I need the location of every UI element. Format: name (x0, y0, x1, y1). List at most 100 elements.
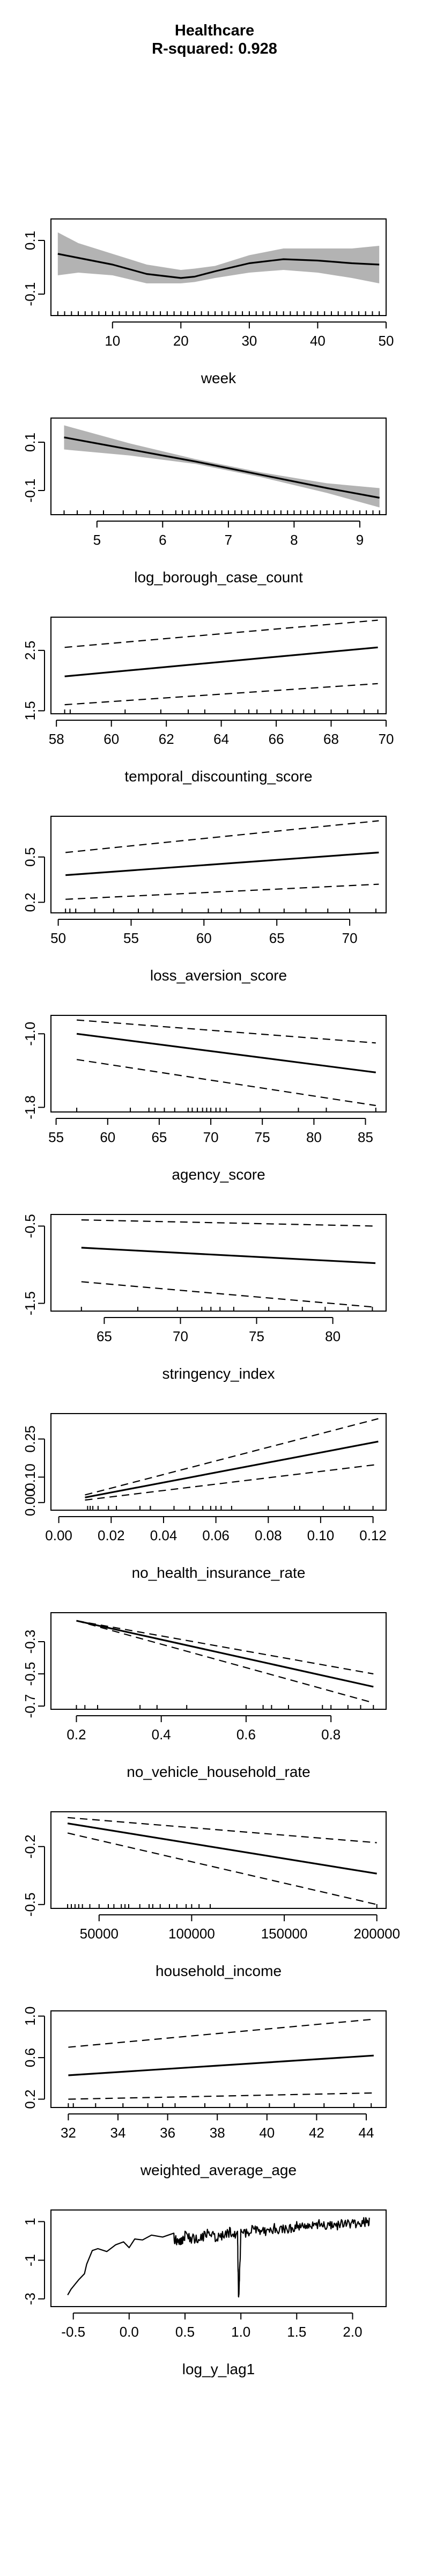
x-tick-label: 30 (241, 333, 257, 349)
y-tick-label: -0.1 (22, 282, 38, 306)
x-tick-label: 64 (213, 731, 229, 747)
x-tick-label: 55 (123, 930, 139, 946)
x-tick-label: 50000 (80, 1926, 119, 1942)
x-axis-title: no_health_insurance_rate (132, 1564, 306, 1581)
x-tick-label: 70 (342, 930, 358, 946)
confidence-lower-line (64, 683, 378, 706)
panel-8: 0.2 0.4 0.6 0.8 -0.7 -0.5 -0.3 no_vehicle_house… (22, 1612, 387, 1780)
x-tick-label: 0.00 (45, 1527, 72, 1543)
x-axis-title: household_income (156, 1963, 282, 1979)
x-tick-label: 200000 (353, 1926, 400, 1942)
x-tick-label: 0.4 (152, 1726, 171, 1743)
confidence-upper-line (64, 619, 378, 648)
plot-frame (50, 1015, 387, 1113)
x-tick-label: 0.10 (307, 1527, 335, 1543)
x-tick-label: 55 (48, 1129, 64, 1145)
x-tick-label: 0.2 (66, 1726, 86, 1743)
x-tick-label: 70 (173, 1328, 188, 1344)
x-tick-label: 0.8 (321, 1726, 341, 1743)
plot-frame (50, 816, 387, 913)
x-tick-label: 40 (310, 333, 326, 349)
x-tick-label: 70 (203, 1129, 219, 1145)
y-tick-label: -1.0 (22, 1022, 38, 1046)
x-tick-label: 0.12 (359, 1527, 387, 1543)
y-tick-label: -1.5 (22, 1291, 38, 1315)
y-tick-label: -1.8 (22, 1095, 38, 1119)
fit-line (76, 1620, 374, 1688)
x-tick-label: 0.0 (120, 2324, 139, 2340)
x-tick-label: 65 (269, 930, 285, 946)
panel-9: 50000 100000 150000 200000 -0.5 -0.2 household… (22, 1811, 400, 1979)
panel-6: 65 70 75 80 -1.5 -0.5 stringency_index (22, 1214, 387, 1382)
figure-title: Healthcare (175, 22, 254, 39)
x-axis-title: stringency_index (162, 1365, 275, 1382)
confidence-upper-line (81, 1219, 376, 1227)
x-tick-label: 10 (105, 333, 120, 349)
panel-10: 32 34 36 38 40 42 44 0.2 0.6 1.0 weighted_average_… (22, 2007, 387, 2178)
panel-5: 55 60 65 70 75 80 85 -1.8 -1.0 agency_score (22, 1015, 387, 1183)
x-axis-title: no_vehicle_household_rate (127, 1763, 310, 1780)
plot-frame (50, 1612, 387, 1710)
x-tick-label: 65 (151, 1129, 167, 1145)
confidence-upper-line (65, 820, 379, 853)
x-tick-label: 75 (249, 1328, 264, 1344)
panel-4: 50 55 60 65 70 0.2 0.5 loss_aversion_score (22, 816, 387, 984)
x-tick-label: 60 (100, 1129, 115, 1145)
x-tick-label: 20 (173, 333, 189, 349)
x-tick-label: 9 (356, 532, 364, 548)
plot-frame (50, 2209, 387, 2307)
confidence-lower-line (65, 883, 379, 900)
fit-line (85, 1440, 379, 1498)
plot-frame (50, 617, 387, 714)
x-tick-label: 62 (159, 731, 174, 747)
x-tick-label: 100000 (168, 1926, 215, 1942)
y-tick-label: -3 (22, 2293, 38, 2305)
x-tick-label: 36 (160, 2125, 175, 2141)
panel-7: 0.00 0.02 0.04 0.06 0.08 0.10 0.120.000.100.25… (22, 1413, 387, 1581)
x-tick-label: 0.5 (175, 2324, 195, 2340)
fit-line (64, 436, 380, 499)
x-tick-label: 68 (323, 731, 339, 747)
confidence-lower-line (67, 1832, 377, 1905)
plot-frame (50, 418, 387, 515)
panel-1: 10 20 30 40 50 -0.1 0.1 week (22, 218, 394, 386)
x-axis-title: agency_score (172, 1166, 265, 1183)
y-tick-label: 0.10 (22, 1463, 38, 1491)
x-tick-label: 50 (379, 333, 394, 349)
fit-line (67, 1823, 377, 1875)
x-tick-label: 32 (61, 2125, 76, 2141)
y-tick-label: 0.00 (22, 1489, 38, 1516)
panel-3: 58 60 62 64 66 68 70 1.5 2.5 temporal_discounting… (22, 617, 394, 785)
x-tick-label: 1.5 (287, 2324, 306, 2340)
x-tick-label: 6 (159, 532, 166, 548)
y-tick-label: -0.2 (22, 1834, 38, 1858)
x-tick-label: 70 (379, 731, 394, 747)
x-tick-label: 75 (255, 1129, 270, 1145)
x-tick-label: 0.04 (150, 1527, 177, 1543)
y-tick-label: 0.2 (22, 892, 38, 912)
panels: 10 20 30 40 50 -0.1 0.1 week 5 6 7 8 9 -0.1 0.1 log_bor… (22, 218, 400, 2377)
plot-frame (50, 1413, 387, 1511)
x-tick-label: 0.08 (255, 1527, 282, 1543)
x-tick-label: 0.06 (202, 1527, 230, 1543)
y-tick-label: 1 (22, 2218, 38, 2225)
x-axis-title: weighted_average_age (140, 2162, 297, 2178)
y-tick-label: 0.6 (22, 2048, 38, 2067)
x-tick-label: 60 (103, 731, 119, 747)
y-tick-label: 1.0 (22, 2007, 38, 2026)
x-tick-label: 1.0 (231, 2324, 250, 2340)
y-tick-label: 0.2 (22, 2089, 38, 2109)
confidence-lower-line (81, 1281, 376, 1308)
x-tick-label: 66 (269, 731, 284, 747)
y-tick-label: -0.5 (22, 1892, 38, 1916)
figure-subtitle: R-squared: 0.928 (152, 40, 277, 57)
x-tick-label: 85 (358, 1129, 373, 1145)
y-tick-label: 0.5 (22, 847, 38, 867)
confidence-band (57, 232, 380, 283)
x-tick-label: -0.5 (61, 2324, 85, 2340)
x-tick-label: 38 (210, 2125, 225, 2141)
confidence-upper-line (85, 1418, 379, 1496)
y-tick-label: 2.5 (22, 641, 38, 660)
x-tick-label: 0.6 (236, 1726, 256, 1743)
